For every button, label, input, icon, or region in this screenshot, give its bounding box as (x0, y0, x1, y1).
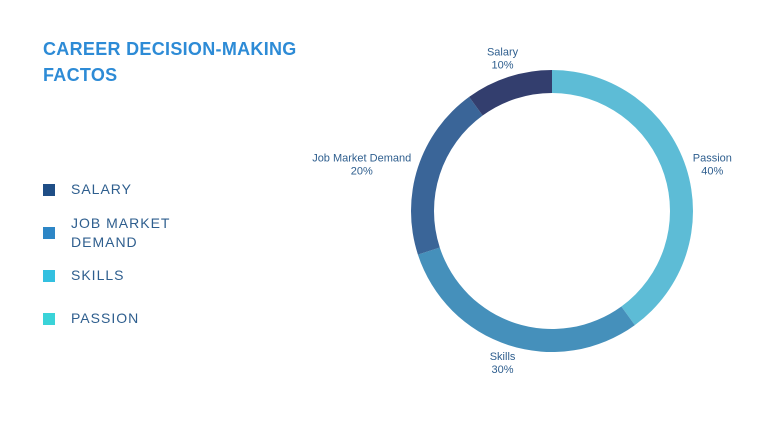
value-label: 40% (701, 166, 723, 178)
slice-label: Passion (693, 153, 732, 165)
value-label: 10% (492, 60, 514, 72)
legend: SALARY JOB MARKET DEMAND SKILLS PASSION (43, 168, 223, 340)
value-label: 30% (492, 364, 514, 376)
donut-slice (469, 70, 552, 116)
slice-label: Skills (490, 351, 516, 363)
chart-title: CAREER DECISION-MAKING FACTOS (43, 39, 297, 85)
legend-item: SALARY (43, 168, 223, 211)
donut-slice (411, 96, 483, 255)
legend-swatch (43, 226, 55, 239)
legend-item: PASSION (43, 297, 223, 340)
legend-item: JOB MARKET DEMAND (43, 211, 223, 254)
value-label: 20% (351, 166, 373, 178)
legend-label: SKILLS (71, 267, 125, 283)
donut-slice (552, 70, 693, 326)
slice-label: Job Market Demand (312, 153, 411, 165)
legend-label: PASSION (71, 310, 140, 326)
legend-swatch (43, 312, 55, 325)
legend-swatch (43, 183, 55, 196)
legend-label: JOB MARKET DEMAND (71, 214, 171, 250)
legend-label: SALARY (71, 181, 132, 197)
donut-slice (417, 247, 635, 353)
slice-label: Salary (487, 47, 519, 59)
legend-item: SKILLS (43, 254, 223, 297)
legend-swatch (43, 269, 55, 282)
